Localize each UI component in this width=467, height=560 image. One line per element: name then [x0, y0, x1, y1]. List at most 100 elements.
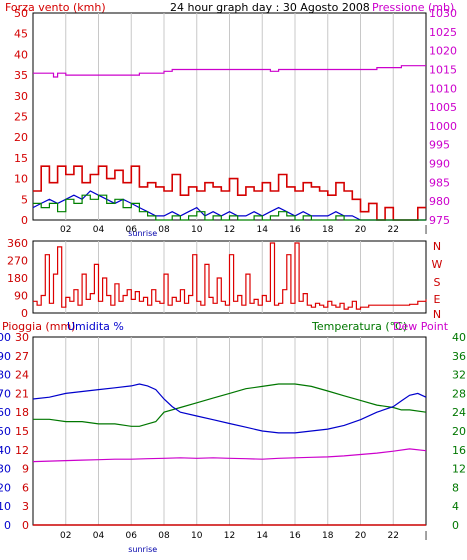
x-tick-label: 04: [93, 225, 105, 235]
humidity-y-tick-label: 0: [4, 519, 11, 532]
humidity-y-tick-label: 90: [0, 350, 11, 363]
pressure-y-tick-label: 990: [429, 158, 450, 171]
temperature-y-tick-label: 8: [452, 481, 459, 494]
sunrise-label: sunrise: [128, 545, 157, 554]
direction-y-tick-label: 180: [7, 272, 28, 285]
rain-y-tick-label: 6: [22, 481, 29, 494]
series-temperature-line: [33, 383, 427, 427]
compass-letter: S: [434, 276, 441, 289]
temperature-y-tick-label: 20: [452, 425, 466, 438]
rain-x-axis: 02 04 06 08 10 12 14 16 18 20 22 |: [60, 531, 428, 541]
wind-y-tick-label: 30: [14, 90, 28, 103]
pressure-y-tick-label: 1025: [429, 26, 457, 39]
x-tick-label: 20: [355, 225, 367, 235]
humidity-y-tick-label: 100: [0, 331, 11, 344]
rain-y-tick-label: 24: [15, 369, 29, 382]
pressure-y-tick-label: 1005: [429, 101, 457, 114]
pressure-y-tick-label: 1020: [429, 45, 457, 58]
x-tick-label: 20: [355, 531, 367, 541]
wind-direction-series: [33, 242, 427, 310]
wind-y-tick-label: 45: [14, 28, 28, 41]
wind-y-tick-label: 25: [14, 111, 28, 124]
rain-y-tick-label: 27: [15, 350, 29, 363]
compass-letter: N: [433, 308, 441, 321]
temperature-y-tick-label: 32: [452, 369, 466, 382]
series-direction-line: [33, 242, 427, 310]
rain-y-tick-label: 15: [15, 425, 29, 438]
direction-left-axis: 0 90 180 270 360: [7, 237, 28, 320]
compass-letter: W: [432, 258, 443, 271]
x-tick-label: 14: [257, 225, 269, 235]
rain-y-tick-label: 21: [15, 387, 29, 400]
x-tick-label: 16: [289, 225, 301, 235]
humidity-y-tick-label: 10: [0, 500, 11, 513]
wind-y-tick-label: 35: [14, 69, 28, 82]
rain-y-tick-label: 30: [15, 331, 29, 344]
rain-humidity-temp-series: [32, 383, 427, 526]
wind-y-tick-label: 10: [14, 173, 28, 186]
temperature-y-tick-label: 0: [452, 519, 459, 532]
chart-title: 24 hour graph day : 30 Agosto 2008: [170, 1, 370, 14]
pressure-y-tick-label: 995: [429, 139, 450, 152]
wind-x-axis: 02 04 06 08 10 12 14 16 18 20 22 |: [60, 225, 428, 235]
temperature-y-tick-label: 24: [452, 406, 466, 419]
rain-y-tick-label: 0: [22, 519, 29, 532]
series-wind_green-line: [33, 194, 426, 221]
rain-y-tick-label: 12: [15, 444, 29, 457]
x-tick-label: 10: [191, 531, 203, 541]
x-tick-label: 14: [257, 531, 269, 541]
x-tick-label: 12: [224, 225, 235, 235]
pressure-y-tick-label: 980: [429, 195, 450, 208]
series-gust-line: [33, 165, 426, 221]
x-tick-label: 02: [60, 531, 71, 541]
rain-y-tick-label: 9: [22, 463, 29, 476]
humidity-y-tick-label: 50: [0, 425, 11, 438]
humidity-y-tick-label: 60: [0, 406, 11, 419]
series-dew_point-line: [32, 448, 427, 463]
temperature-axis-label: Temperatura (°C): [311, 320, 407, 333]
x-tick-label: 10: [191, 225, 203, 235]
temperature-y-tick-label: 4: [452, 500, 459, 513]
humidity-y-tick-label: 30: [0, 463, 11, 476]
wind-y-tick-label: 0: [21, 214, 28, 227]
x-tick-label: 06: [126, 531, 138, 541]
direction-y-tick-label: 270: [7, 255, 28, 268]
temperature-y-tick-label: 40: [452, 331, 466, 344]
dew-point-axis-label: Dew Point: [393, 320, 449, 333]
rain-y-tick-label: 18: [15, 406, 29, 419]
x-tick-label: 12: [224, 531, 235, 541]
rain-axis: 0 3 6 9 12 15 18 21 24 27 30: [15, 331, 29, 532]
x-tick-label: 08: [158, 225, 170, 235]
x-tick-label: 22: [388, 531, 399, 541]
x-tick-label: 04: [93, 531, 105, 541]
pressure-y-tick-label: 975: [429, 214, 450, 227]
rain-y-tick-label: 3: [22, 500, 29, 513]
wind-y-tick-label: 50: [14, 7, 28, 20]
temperature-axis: 0 4 8 12 16 20 24 28 32 36 40: [452, 331, 466, 532]
humidity-y-tick-label: 20: [0, 481, 11, 494]
humidity-y-tick-label: 40: [0, 444, 11, 457]
pressure-y-tick-label: 1030: [429, 7, 457, 20]
wind-y-tick-label: 15: [14, 152, 28, 165]
x-tick-label: 06: [126, 225, 138, 235]
wind-pressure-series: [32, 65, 426, 221]
x-tick-end-mark: |: [424, 225, 427, 235]
direction-y-tick-label: 0: [21, 307, 28, 320]
x-tick-label: 08: [158, 531, 170, 541]
x-tick-end-mark: |: [424, 531, 427, 541]
humidity-y-tick-label: 80: [0, 369, 11, 382]
x-tick-label: 02: [60, 225, 71, 235]
direction-y-tick-label: 360: [7, 237, 28, 250]
pressure-right-axis: 975 980 985 990 995 1000 1005 1010 1015 1020 1025 1…: [429, 7, 457, 227]
compass-letter: N: [433, 240, 441, 253]
sunrise-label: sunrise: [128, 229, 157, 238]
pressure-y-tick-label: 1000: [429, 120, 457, 133]
x-tick-label: 22: [388, 225, 399, 235]
x-tick-label: 18: [322, 225, 334, 235]
temperature-y-tick-label: 36: [452, 350, 466, 363]
wind-axis-label: Forza vento (kmh): [5, 1, 106, 14]
pressure-y-tick-label: 1010: [429, 82, 457, 95]
humidity-axis-label: Umidita %: [67, 320, 124, 333]
